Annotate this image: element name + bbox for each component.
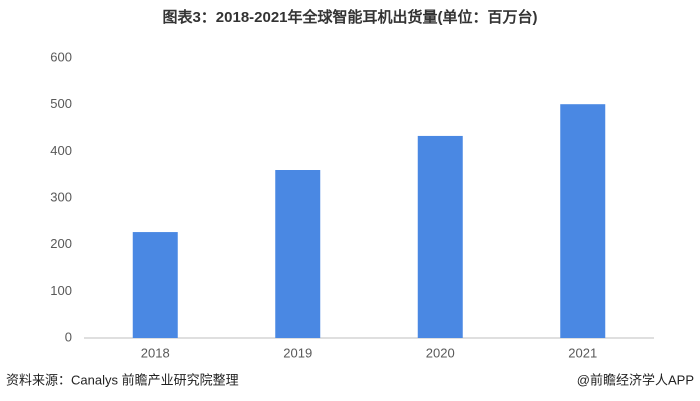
- y-tick-label: 0: [65, 329, 72, 344]
- bar: [275, 170, 321, 338]
- x-tick-label: 2021: [568, 345, 597, 360]
- source: 资料来源：Canalys 前瞻产业研究院整理: [6, 372, 239, 387]
- bar: [132, 232, 178, 338]
- y-tick-label: 600: [50, 49, 72, 64]
- y-tick-label: 400: [50, 143, 72, 158]
- x-tick-label: 2020: [426, 345, 455, 360]
- bar: [560, 104, 606, 338]
- y-tick-label: 100: [50, 283, 72, 298]
- y-tick-label: 500: [50, 96, 72, 111]
- chart-title: 图表3：2018-2021年全球智能耳机出货量(单位：百万台): [162, 8, 537, 26]
- bar: [417, 135, 463, 338]
- y-tick-label: 200: [50, 236, 72, 251]
- credit: @前瞻经济学人APP: [577, 372, 694, 387]
- y-tick-label: 300: [50, 189, 72, 204]
- x-tick-label: 2018: [141, 345, 170, 360]
- x-tick-label: 2019: [283, 345, 312, 360]
